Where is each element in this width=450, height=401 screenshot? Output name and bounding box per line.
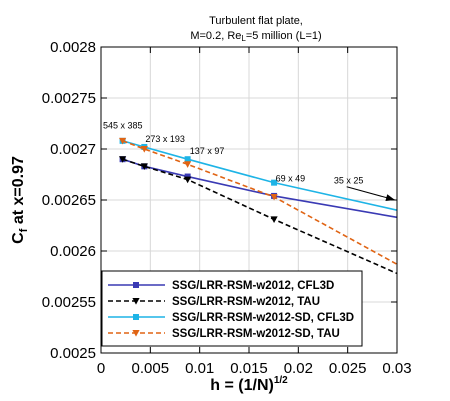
data-point [184, 156, 191, 163]
legend-entry: SSG/LRR-RSM-w2012-SD, CFL3D [108, 312, 354, 324]
legend-label: SSG/LRR-RSM-w2012-SD, TAU [172, 328, 340, 340]
legend-box [101, 270, 363, 347]
data-point [270, 193, 278, 201]
grid-size-annotation: 273 x 193 [145, 134, 185, 144]
y-tick-label: 0.0025 [50, 345, 96, 362]
legend-entry: SSG/LRR-RSM-w2012-SD, TAU [108, 328, 340, 340]
legend-label: SSG/LRR-RSM-w2012, CFL3D [172, 280, 334, 292]
chart-title-line2: M=0.2, ReL=5 million (L=1) [190, 30, 321, 43]
data-point [271, 179, 278, 186]
grid-size-annotation: 35 x 25 [334, 176, 364, 186]
y-tick-label: 0.00275 [42, 90, 96, 107]
data-point [184, 173, 191, 180]
y-tick-label: 0.0026 [50, 243, 96, 260]
data-point [133, 314, 139, 320]
legend-label: SSG/LRR-RSM-w2012-SD, CFL3D [172, 312, 354, 324]
grid-size-annotation: 545 x 385 [103, 121, 143, 131]
x-tick-label: 0.005 [132, 360, 170, 377]
legend-entry: SSG/LRR-RSM-w2012, CFL3D [108, 280, 334, 292]
y-tick-label: 0.0028 [50, 39, 96, 56]
y-tick-label: 0.00255 [42, 294, 96, 311]
tick-labels: 0 0.005 0.01 0.015 0.02 0.025 0.03 0.0025 0.0025… [42, 39, 412, 377]
series-lines [119, 137, 398, 275]
y-tick-label: 0.00265 [42, 192, 96, 209]
series-line [122, 158, 398, 219]
data-point [132, 330, 140, 337]
data-point [132, 298, 140, 305]
grid-size-annotation: 69 x 49 [276, 174, 306, 184]
legend: SSG/LRR-RSM-w2012, CFL3D SSG/LRR-RSM-w201… [101, 270, 363, 347]
data-point [184, 161, 192, 168]
data-point [140, 146, 148, 153]
legend-entry: SSG/LRR-RSM-w2012, TAU [108, 296, 320, 308]
chart-title-line1: Turbulent flat plate, [209, 15, 303, 27]
legend-label: SSG/LRR-RSM-w2012, TAU [172, 296, 320, 308]
y-axis-title: Cf at x=0.97 [10, 156, 30, 244]
series [119, 156, 398, 275]
series [119, 137, 398, 265]
arrow-head [385, 194, 396, 201]
x-tick-label: 0 [97, 360, 105, 377]
data-point [133, 282, 139, 288]
grid-size-annotation: 137 x 97 [190, 146, 225, 156]
x-tick-label: 0.015 [230, 360, 268, 377]
x-tick-label: 0.01 [185, 360, 214, 377]
x-axis-title: h = (1/N)1/2 [210, 375, 288, 394]
x-tick-label: 0.02 [284, 360, 313, 377]
series [119, 156, 398, 219]
data-point [119, 137, 127, 145]
x-tick-label: 0.03 [382, 360, 411, 377]
data-point [270, 216, 278, 223]
series-line [122, 140, 398, 265]
data-point [119, 156, 127, 163]
y-tick-label: 0.0027 [50, 141, 96, 158]
data-point [140, 163, 148, 170]
x-tick-label: 0.025 [329, 360, 367, 377]
data-point [184, 176, 192, 184]
